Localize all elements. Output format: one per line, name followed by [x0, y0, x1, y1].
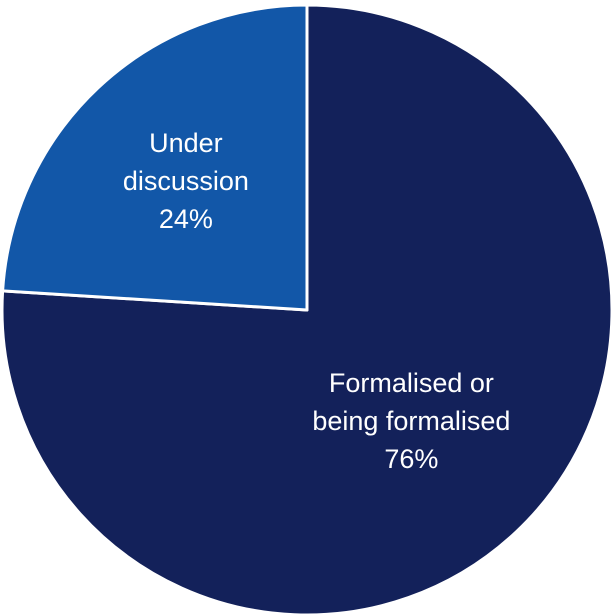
- slice-label-group: Under discussion 24%: [123, 128, 249, 234]
- slice-category-label: being formalised: [312, 406, 510, 436]
- slice-label-group: Formalised or being formalised 76%: [312, 368, 510, 474]
- slice-category-label: discussion: [123, 166, 249, 196]
- slice-percent-label: 76%: [384, 444, 438, 474]
- slice-category-label: Under: [149, 128, 223, 158]
- slice-category-label: Formalised or: [329, 368, 494, 398]
- slice-percent-label: 24%: [159, 204, 213, 234]
- pie-slice: [1, 3, 309, 312]
